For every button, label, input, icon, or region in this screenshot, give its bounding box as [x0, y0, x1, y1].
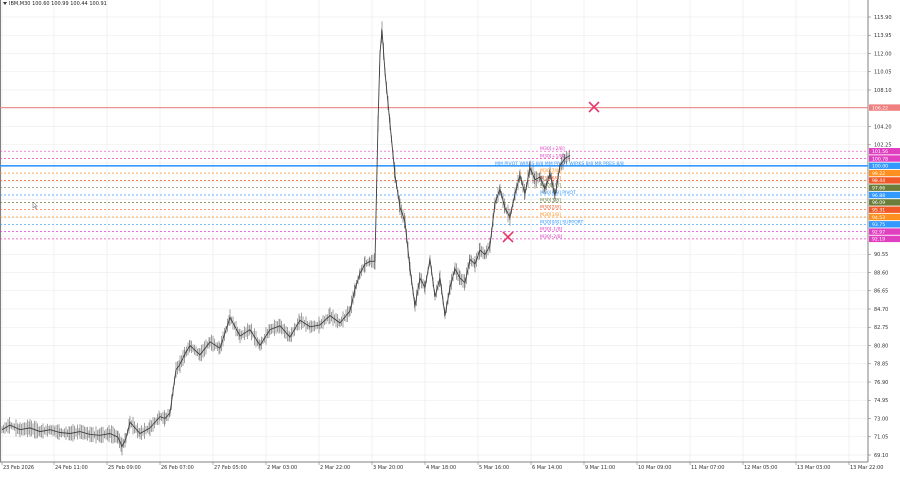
time-tick-label: 2 Mar 22:00 [320, 465, 350, 471]
time-tick-label: 12 Mar 05:00 [744, 465, 777, 471]
level-price-tag [869, 221, 900, 228]
svg-text:95.31: 95.31 [872, 208, 885, 214]
level-label: M30[4/8] PIVOT [540, 190, 576, 196]
level-label: M30[2/8] [540, 205, 561, 211]
level-price-tag [869, 162, 900, 170]
time-tick-label: 2 Mar 03:00 [267, 465, 297, 471]
level-label: M30[3/8] [540, 197, 561, 203]
level-label: M30[7/8] [540, 168, 561, 174]
price-tick-label: 76.90 [874, 380, 888, 386]
svg-text:101.56: 101.56 [872, 149, 888, 155]
level-price-tag [869, 177, 900, 184]
price-tick-label: 110.05 [874, 70, 892, 76]
price-tick-label: 88.60 [874, 270, 888, 276]
time-tick-label: 13 Mar 03:00 [797, 465, 830, 471]
price-axis[interactable]: 115.90 113.95 112.00 110.05 108.10 104.20 102.… [868, 15, 892, 459]
price-tick-label: 71.05 [874, 435, 888, 441]
level-label: M30[-2/8] [540, 234, 563, 240]
level-label: M30[1/8] [540, 212, 561, 218]
header-text: IBM,M30 100.60 100.99 100.44 100.91 [9, 1, 107, 7]
murrey-levels: 106.22 101.56 M30[+2/8] 100.78 M30[+1/8] 100.… [0, 104, 900, 243]
price-tick-label: 108.10 [874, 88, 892, 94]
svg-text:94.53: 94.53 [872, 215, 885, 221]
level-label: M30[5/8] [540, 183, 561, 189]
price-tick-label: 74.95 [874, 398, 888, 404]
time-tick-label: 6 Mar 14:00 [532, 465, 562, 471]
svg-text:100.78: 100.78 [872, 156, 888, 162]
svg-text:96.88: 96.88 [872, 193, 885, 199]
price-tick-label: 73.00 [874, 416, 888, 422]
svg-text:98.44: 98.44 [872, 178, 885, 184]
svg-text:93.75: 93.75 [872, 222, 885, 228]
price-tick-label: 90.55 [874, 252, 888, 258]
time-tick-label: 24 Feb 11:00 [55, 465, 88, 471]
chart-header: IBM,M30 100.60 100.99 100.44 100.91 [3, 1, 107, 7]
level-label: M30[0/8] SUPPORT [540, 219, 584, 225]
svg-text:92.19: 92.19 [872, 237, 885, 243]
price-tick-label: 84.70 [874, 307, 888, 313]
level-price-tag [869, 206, 900, 213]
time-tick-label: 23 Feb 2026 [3, 465, 34, 471]
svg-text:97.66: 97.66 [872, 186, 885, 192]
level-label: M30[6/8] [540, 175, 561, 181]
svg-text:100.00: 100.00 [872, 164, 888, 170]
price-tick-label: 80.80 [874, 343, 888, 349]
time-tick-label: 4 Mar 18:00 [426, 465, 456, 471]
time-tick-label: 10 Mar 09:00 [638, 465, 671, 471]
level-label: MM PIVOT WIRKS 8/8 MM PIVOT WIRKS 8/8 MR… [495, 161, 624, 167]
price-tick-label: 69.10 [874, 453, 888, 459]
level-price-tag [869, 228, 900, 235]
level-label: M30[+1/8] [540, 154, 565, 160]
level-price-tag [869, 235, 900, 243]
time-tick-label: 5 Mar 16:00 [479, 465, 509, 471]
level-price-tag [869, 148, 900, 155]
dropdown-triangle-icon[interactable] [3, 2, 7, 5]
price-tick-label: 86.65 [874, 289, 888, 295]
price-tick-label: 82.75 [874, 325, 888, 331]
time-tick-label: 13 Mar 22:00 [850, 465, 883, 471]
svg-text:92.97: 92.97 [872, 229, 885, 235]
time-tick-label: 26 Feb 07:00 [161, 465, 194, 471]
svg-text:99.22: 99.22 [872, 171, 885, 177]
level-price-tag [869, 104, 900, 111]
svg-text:106.22: 106.22 [872, 105, 888, 111]
price-tick-label: 78.85 [874, 362, 888, 368]
time-tick-label: 11 Mar 07:00 [691, 465, 724, 471]
cross-marker-icon[interactable] [588, 101, 600, 113]
price-tick-label: 112.00 [874, 51, 892, 57]
level-label: M30[-1/8] [540, 227, 563, 233]
level-label: M30[+2/8] [540, 146, 565, 152]
price-tick-label: 113.95 [874, 33, 892, 39]
time-tick-label: 9 Mar 11:00 [585, 465, 615, 471]
time-tick-label: 27 Feb 05:00 [214, 465, 247, 471]
price-series [1, 21, 571, 456]
price-tick-label: 115.90 [874, 15, 892, 21]
level-price-tag [869, 184, 900, 191]
svg-text:96.09: 96.09 [872, 200, 885, 206]
mouse-cursor-icon [32, 201, 38, 210]
price-tick-label: 102.25 [874, 143, 892, 149]
level-price-tag [869, 199, 900, 206]
cross-marker-icon[interactable] [502, 231, 514, 243]
grid [0, 0, 868, 462]
time-tick-label: 25 Feb 09:00 [108, 465, 141, 471]
level-price-tag [869, 213, 900, 221]
level-price-tag [869, 155, 900, 162]
level-price-tag [869, 191, 900, 199]
time-tick-label: 3 Mar 20:00 [373, 465, 403, 471]
level-price-tag [869, 169, 900, 177]
price-tick-label: 104.20 [874, 124, 892, 130]
time-axis[interactable]: 23 Feb 2026 24 Feb 11:00 25 Feb 09:00 26 Fe… [1, 462, 883, 471]
